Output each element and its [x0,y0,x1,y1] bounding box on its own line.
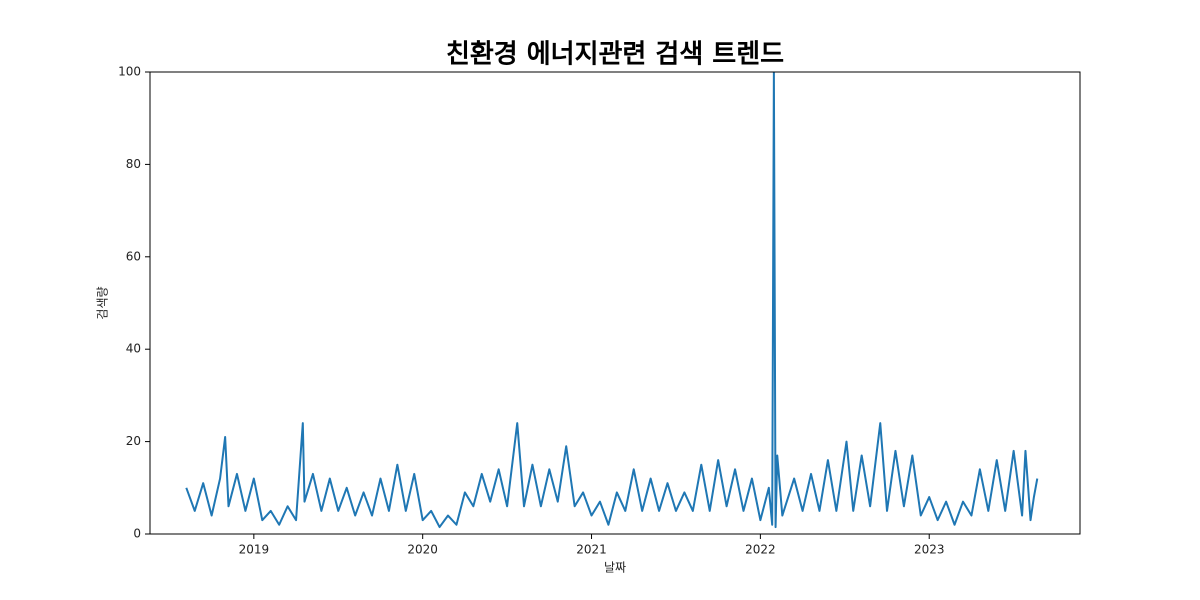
plot-frame [149,71,1081,535]
y-axis-label: 검색량 [96,286,110,319]
y-tick-label: 20 [126,434,141,448]
y-tick-label: 100 [118,65,141,79]
y-tick-label: 80 [126,157,141,171]
x-tick-label: 2021 [576,543,607,557]
data-line [185,72,1039,529]
y-tick-label: 60 [126,249,141,263]
y-tick-label: 40 [126,342,141,356]
x-tick-label: 2020 [407,543,438,557]
x-tick-label: 2023 [914,543,945,557]
y-tick-label: 0 [133,527,141,541]
chart-title: 친환경 에너지관련 검색 트렌드 [446,40,784,70]
x-axis-label: 날짜 [604,561,626,575]
x-tick-label: 2022 [745,543,776,557]
x-tick-label: 2019 [239,543,270,557]
